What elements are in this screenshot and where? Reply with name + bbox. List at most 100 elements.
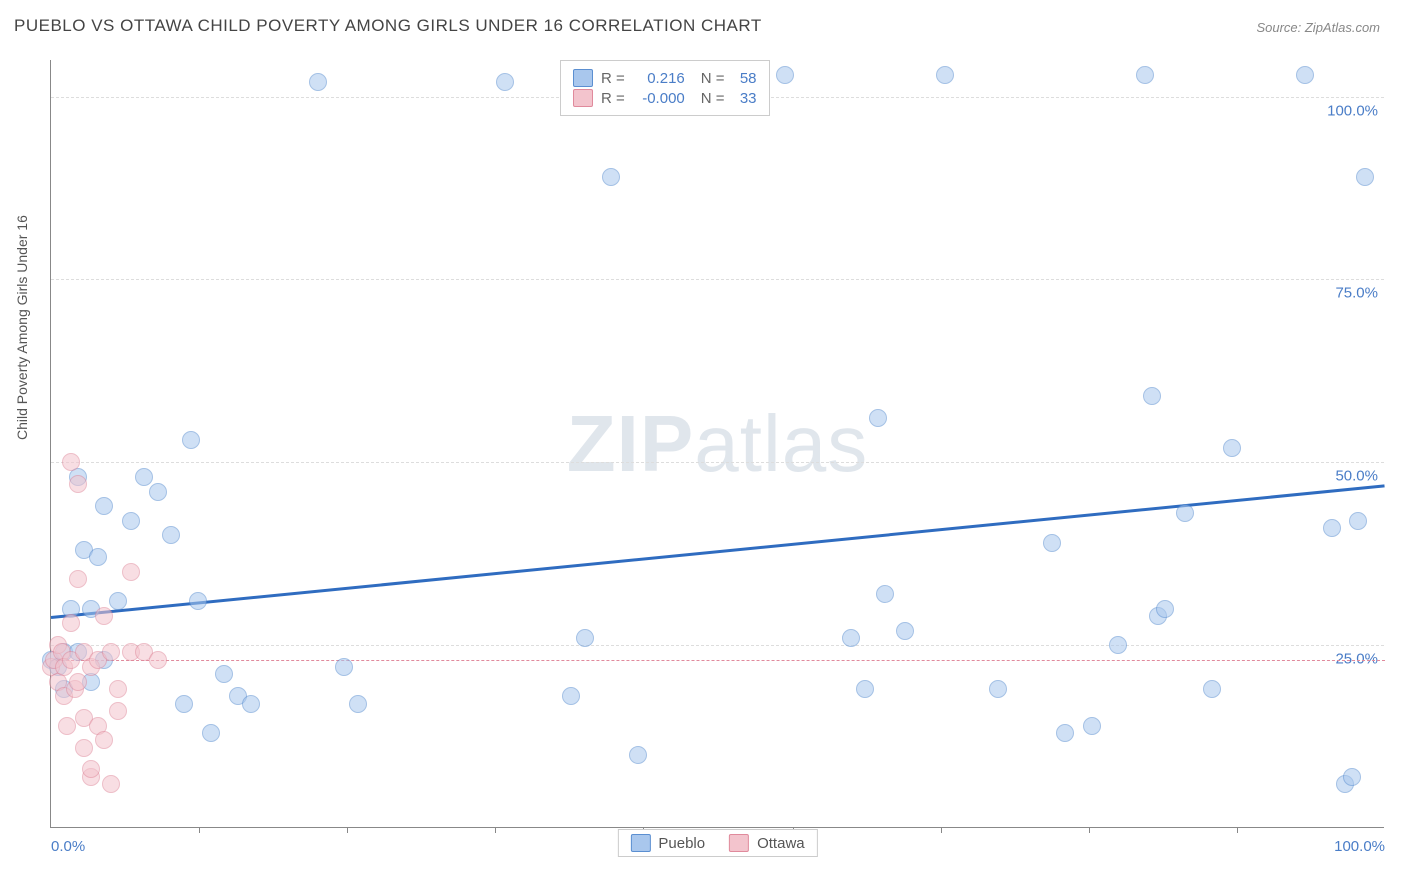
point-pueblo [335,658,353,676]
point-pueblo [629,746,647,764]
legend-n-value: 58 [733,70,757,87]
x-tick-mark [495,827,496,833]
x-tick-mark [941,827,942,833]
point-pueblo [1203,680,1221,698]
point-ottawa [149,651,167,669]
legend-n-label: N = [701,90,725,107]
point-pueblo [182,431,200,449]
point-pueblo [1109,636,1127,654]
point-ottawa [109,702,127,720]
legend-n-value: 33 [733,90,757,107]
point-ottawa [95,731,113,749]
legend-r-value: -0.000 [633,90,685,107]
point-pueblo [109,592,127,610]
x-tick-label-left: 0.0% [51,838,85,855]
point-ottawa [75,739,93,757]
point-pueblo [856,680,874,698]
point-pueblo [1136,66,1154,84]
point-pueblo [309,73,327,91]
legend-r-value: 0.216 [633,70,685,87]
point-pueblo [1156,600,1174,618]
point-pueblo [189,592,207,610]
point-ottawa [122,563,140,581]
gridline-h [51,279,1384,280]
gridline-h [51,462,1384,463]
x-tick-mark [199,827,200,833]
point-pueblo [349,695,367,713]
legend-item-label: Pueblo [658,835,705,852]
y-tick-label: 100.0% [1327,102,1378,119]
watermark-suffix: atlas [694,399,868,488]
point-pueblo [602,168,620,186]
y-axis-label: Child Poverty Among Girls Under 16 [14,215,30,440]
point-pueblo [89,548,107,566]
point-ottawa [62,614,80,632]
point-ottawa [109,680,127,698]
legend-row: R = -0.000 N = 33 [573,89,757,107]
point-pueblo [1356,168,1374,186]
point-ottawa [82,760,100,778]
point-pueblo [1296,66,1314,84]
legend-swatch [729,834,749,852]
chart-container: PUEBLO VS OTTAWA CHILD POVERTY AMONG GIR… [0,0,1406,892]
point-ottawa [62,453,80,471]
point-pueblo [936,66,954,84]
point-ottawa [69,570,87,588]
legend-item: Ottawa [729,834,805,852]
watermark: ZIPatlas [567,398,868,490]
point-ottawa [102,775,120,793]
legend-row: R = 0.216 N = 58 [573,69,757,87]
point-pueblo [576,629,594,647]
point-pueblo [1056,724,1074,742]
point-pueblo [776,66,794,84]
legend-series: Pueblo Ottawa [617,829,817,857]
point-pueblo [1323,519,1341,537]
point-pueblo [1176,504,1194,522]
point-pueblo [1043,534,1061,552]
trendline-ottawa [51,660,1385,661]
point-pueblo [162,526,180,544]
point-pueblo [896,622,914,640]
point-pueblo [842,629,860,647]
x-tick-label-right: 100.0% [1334,838,1385,855]
watermark-prefix: ZIP [567,399,694,488]
point-pueblo [496,73,514,91]
point-pueblo [175,695,193,713]
chart-title: PUEBLO VS OTTAWA CHILD POVERTY AMONG GIR… [14,16,762,36]
legend-r-label: R = [601,90,625,107]
point-pueblo [135,468,153,486]
point-pueblo [215,665,233,683]
legend-correlation: R = 0.216 N = 58 R = -0.000 N = 33 [560,60,770,116]
point-pueblo [1349,512,1367,530]
point-ottawa [58,717,76,735]
legend-swatch [573,89,593,107]
x-tick-mark [347,827,348,833]
point-pueblo [1083,717,1101,735]
legend-r-label: R = [601,70,625,87]
x-tick-mark [1089,827,1090,833]
point-pueblo [1223,439,1241,457]
x-tick-mark [1237,827,1238,833]
point-pueblo [876,585,894,603]
point-pueblo [122,512,140,530]
legend-n-label: N = [701,70,725,87]
gridline-h [51,645,1384,646]
y-tick-label: 75.0% [1335,285,1378,302]
point-pueblo [149,483,167,501]
point-ottawa [102,643,120,661]
point-pueblo [1143,387,1161,405]
point-ottawa [69,673,87,691]
legend-swatch [630,834,650,852]
point-ottawa [95,607,113,625]
source-label: Source: ZipAtlas.com [1256,20,1380,35]
point-pueblo [242,695,260,713]
legend-swatch [573,69,593,87]
legend-item-label: Ottawa [757,835,805,852]
point-pueblo [869,409,887,427]
plot-area: ZIPatlas 25.0%50.0%75.0%100.0%0.0%100.0%… [50,60,1384,828]
point-pueblo [989,680,1007,698]
point-pueblo [202,724,220,742]
legend-item: Pueblo [630,834,705,852]
point-pueblo [1343,768,1361,786]
point-pueblo [95,497,113,515]
